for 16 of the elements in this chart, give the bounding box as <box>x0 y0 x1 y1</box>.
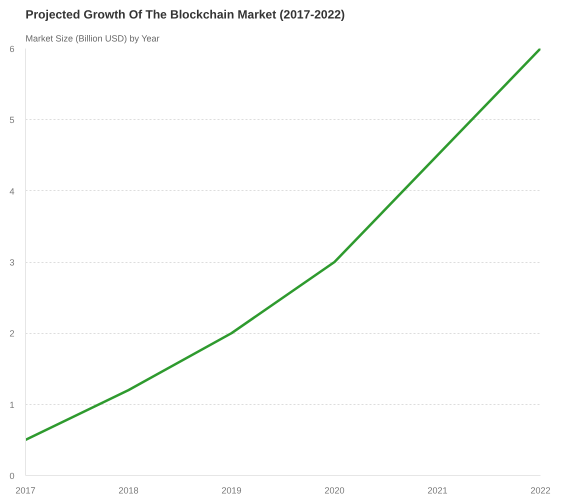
x-tick-label: 2017 <box>15 486 36 496</box>
x-tick-label: 2018 <box>118 486 139 496</box>
line-series <box>26 48 540 442</box>
x-tick-label: 2021 <box>427 486 448 496</box>
chart-subtitle: Market Size (Billion USD) by Year <box>26 34 160 44</box>
y-tick-label: 1 <box>9 400 15 410</box>
chart-title: Projected Growth Of The Blockchain Market (2017-2022) <box>26 8 345 22</box>
y-tick-label: 6 <box>9 44 15 54</box>
x-tick-label: 2022 <box>530 486 551 496</box>
x-tick-label: 2020 <box>324 486 345 496</box>
y-tick-label: 4 <box>9 186 15 196</box>
y-tick-label: 3 <box>9 258 15 268</box>
x-tick-label: 2019 <box>221 486 242 496</box>
y-tick-label: 0 <box>9 471 15 481</box>
y-tick-label: 5 <box>9 115 15 126</box>
y-tick-label: 2 <box>9 328 15 339</box>
